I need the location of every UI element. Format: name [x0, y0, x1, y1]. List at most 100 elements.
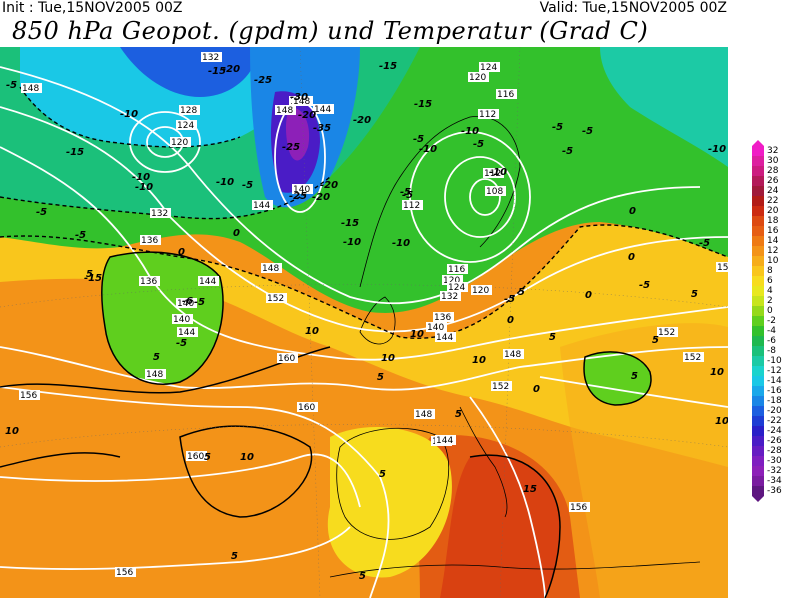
geopotential-label: 148: [262, 264, 279, 274]
geopotential-label-bg: [569, 502, 590, 512]
temperature-label: -25: [254, 75, 272, 86]
geopotential-label: 132: [441, 292, 458, 302]
geopotential-label-bg: [170, 137, 191, 147]
temperature-label: -20: [320, 180, 338, 191]
temperature-contour: [0, 224, 728, 339]
legend-row: -22: [752, 416, 787, 426]
coast-africa: [329, 561, 701, 578]
geopotential-label-bg: [198, 276, 219, 286]
legend-swatch: [752, 316, 764, 326]
temperature-label: -10: [461, 126, 479, 137]
temperature-contour: [179, 425, 313, 518]
temperature-label: 5: [518, 287, 525, 298]
temperature-legend: 32 30 28 26 24 22 20 18 16 14 12 10 8 6 4 2 0 -2 -4 -6 -8 -10…: [752, 140, 787, 510]
geopotential-label: 144: [436, 436, 453, 446]
legend-label: 22: [767, 196, 779, 206]
legend-row: 16: [752, 226, 787, 236]
legend-swatch: [752, 466, 764, 476]
temperature-label: 10: [305, 326, 319, 337]
temperature-label: 5: [377, 372, 384, 383]
legend-top-arrow: [752, 140, 764, 146]
coast-italy: [459, 406, 508, 518]
geopotential-contour: [0, 346, 728, 391]
geopotential-label-bg: [440, 291, 461, 301]
geopotential-label: 136: [434, 313, 451, 323]
geopotential-label-bg: [150, 208, 171, 218]
legend-label: -16: [767, 386, 782, 396]
geopotential-label: 160: [278, 354, 295, 364]
legend-row: -8: [752, 346, 787, 356]
legend-swatch: [752, 376, 764, 386]
temperature-label: -5: [699, 238, 710, 249]
geopotential-label: 112: [484, 169, 501, 179]
temperature-label: 5: [379, 469, 386, 480]
valid-time-label: Valid: Tue,15NOV2005 00Z: [539, 0, 727, 16]
weather-map: 148 132 128 124 120 136 144 140 148 152 160 160 156 1…: [0, 47, 728, 598]
temperature-label: -10: [489, 167, 507, 178]
temperature-contour: [0, 452, 121, 468]
legend-swatch: [752, 286, 764, 296]
temperature-label: -10: [132, 172, 150, 183]
temperature-label: -15: [341, 218, 359, 229]
temperature-label: -20: [312, 192, 330, 203]
temperature-label: 0: [178, 247, 185, 258]
geopotential-label-bg: [414, 409, 435, 419]
legend-row: 22: [752, 196, 787, 206]
geopotential-label-bg: [140, 235, 161, 245]
temperature-label: -5: [176, 338, 187, 349]
geopotential-low-baltic: [409, 131, 531, 263]
legend-label: 10: [767, 256, 779, 266]
temperature-label: 5: [204, 452, 211, 463]
legend-label: 32: [767, 146, 779, 156]
temperature-label: -5: [639, 280, 650, 291]
geopotential-contour: [0, 66, 701, 305]
temperature-region-trough-deep: [285, 107, 310, 161]
legend-row: -34: [752, 476, 787, 486]
temperature-label: -15: [66, 147, 84, 158]
legend-row: -26: [752, 436, 787, 446]
legend-swatch: [752, 236, 764, 246]
temperature-label: 0: [233, 228, 240, 239]
geopotential-label: 148: [146, 370, 163, 380]
geopotential-label-bg: [496, 89, 517, 99]
temperature-label: -15: [84, 273, 102, 284]
legend-row: -28: [752, 446, 787, 456]
legend-swatch: [752, 256, 764, 266]
geopotential-contour: [539, 376, 728, 408]
legend-label: -28: [767, 446, 782, 456]
coastlines: [329, 115, 701, 578]
temperature-contour: [583, 351, 652, 406]
geopotential-label-bg: [442, 275, 463, 285]
geopotential-label: 120: [171, 138, 188, 148]
legend-label: 30: [767, 156, 779, 166]
legend-label: -22: [767, 416, 782, 426]
temperature-label: 0: [533, 384, 540, 395]
legend-row: 4: [752, 286, 787, 296]
legend-bottom-arrow: [752, 496, 764, 502]
legend-label: -20: [767, 406, 782, 416]
geopotential-label: 144: [253, 201, 270, 211]
temperature-label: -5: [75, 230, 86, 241]
geopotential-contour: [0, 526, 351, 570]
geopotential-label-bg: [433, 312, 454, 322]
geopotential-label: 152: [267, 294, 284, 304]
geopotential-label-bg: [657, 327, 678, 337]
legend-swatch: [752, 196, 764, 206]
geopotential-label: 124: [480, 63, 497, 73]
geopotential-label: 148: [276, 106, 293, 116]
legend-row: 12: [752, 246, 787, 256]
geopotential-label-bg: [426, 322, 447, 332]
temperature-region-atlantic-lobe: [101, 252, 224, 385]
legend-label: -26: [767, 436, 782, 446]
temperature-label: -5: [504, 294, 515, 305]
geopotential-label: 152: [658, 328, 675, 338]
legend-label: -24: [767, 426, 782, 436]
legend-row: 8: [752, 266, 787, 276]
legend-row: -12: [752, 366, 787, 376]
geopotential-label: 140: [427, 323, 444, 333]
geopotential-label-bg: [468, 72, 489, 82]
legend-swatch: [752, 366, 764, 376]
geopotential-label: 136: [140, 277, 157, 287]
geopotential-label: 156: [717, 263, 728, 273]
legend-label: 16: [767, 226, 779, 236]
